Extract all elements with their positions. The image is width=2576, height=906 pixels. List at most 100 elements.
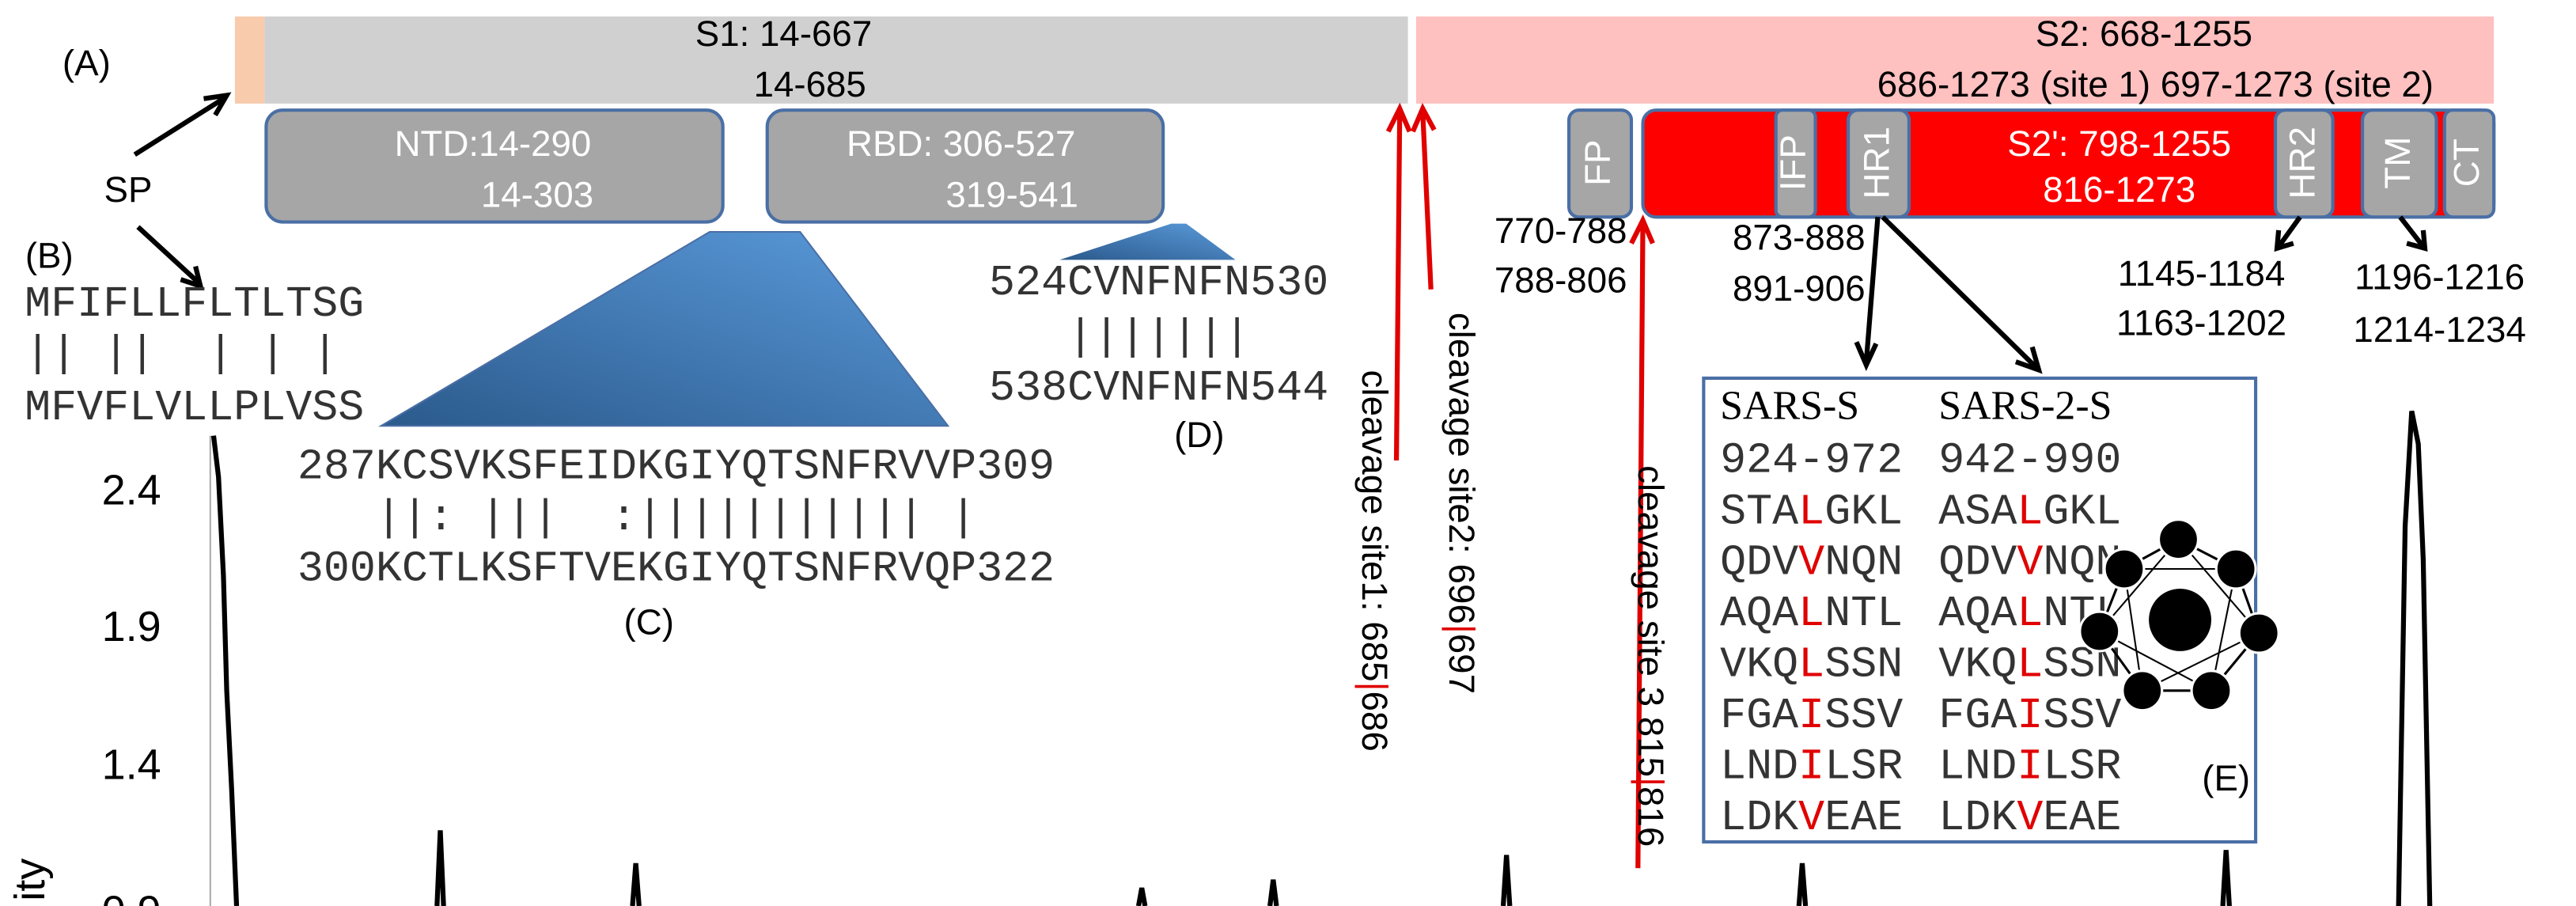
cleavage-label: cleavage site 3 815|816 xyxy=(1631,465,1671,847)
s2prime-alt: 816-1273 xyxy=(2043,169,2195,210)
text-part: a xyxy=(1354,454,1395,475)
text-part: v xyxy=(1441,379,1482,397)
text-part: s xyxy=(1354,525,1395,543)
text-part: A xyxy=(1851,792,1877,842)
text-part: L xyxy=(2095,487,2121,536)
profile-curve xyxy=(210,410,2433,906)
text-part: V xyxy=(1772,537,1798,587)
text-part: A xyxy=(2069,792,2095,842)
highlight: I xyxy=(2017,741,2043,791)
y-axis-label: ity xyxy=(6,859,54,901)
text-part: Q xyxy=(1772,639,1798,689)
fp-box xyxy=(1567,108,1634,219)
text-part: e xyxy=(1631,590,1671,610)
text-part: N xyxy=(1964,741,1991,791)
text-part: A xyxy=(1938,589,1964,639)
text-part: N xyxy=(2043,589,2069,639)
wheel-node xyxy=(2190,669,2233,712)
highlight: I xyxy=(2017,690,2043,740)
text-part: s xyxy=(1631,620,1671,639)
highlight: V xyxy=(2017,537,2043,587)
wheel-node xyxy=(2237,612,2280,654)
highlight: I xyxy=(1798,690,1824,740)
text-part: e xyxy=(1631,491,1671,511)
text-part: S xyxy=(2069,690,2095,740)
text-part: A xyxy=(1720,589,1746,639)
text-part: 6 xyxy=(1441,564,1482,584)
sequence: 538CVNFNFN544 xyxy=(989,363,1328,413)
sequence: MFVFLVLLPLVSS xyxy=(25,383,364,433)
text-part: N xyxy=(1746,741,1772,791)
curve-segment xyxy=(630,862,642,906)
tm-box xyxy=(2360,108,2438,219)
cleavage-label: cleavage site2: 696|697 xyxy=(1441,313,1482,694)
alignment: ||||||| xyxy=(989,313,1250,362)
text-part: E xyxy=(2095,792,2121,842)
highlight: | xyxy=(1441,624,1482,634)
text-part: e xyxy=(1441,339,1482,358)
text-part: i xyxy=(1441,485,1482,493)
text-part: Q xyxy=(1720,537,1746,587)
s1-alt: 14-685 xyxy=(754,64,866,104)
text-part: c xyxy=(1441,313,1482,331)
text-part: T xyxy=(1851,589,1877,639)
residue-range: 942-990 xyxy=(1938,435,2121,485)
wheel-node-label: c xyxy=(2116,552,2133,585)
text-part: a xyxy=(1441,397,1482,418)
text-part: V xyxy=(1877,690,1903,740)
heptad-sequence: FGAISSV xyxy=(1938,690,2121,740)
heptad-sequence: LNDILSR xyxy=(1720,741,1903,791)
curve-segment xyxy=(1267,879,1279,906)
text-part: N xyxy=(2043,537,2069,587)
wheel-node-label: a xyxy=(2251,616,2268,649)
highlight: L xyxy=(2017,589,2043,639)
text-part: L xyxy=(1877,487,1903,536)
text-part: 1 xyxy=(1631,737,1671,756)
text-part: e xyxy=(1441,503,1482,523)
wheel-node-label: g xyxy=(2169,522,2188,555)
curve-segment xyxy=(210,435,240,906)
text-part: V xyxy=(1991,537,2017,587)
heptad-rows: STALGKLASALGKLQDVVNQNQDVVNQNAQALNTLAQALN… xyxy=(1720,487,2121,843)
text-part: l xyxy=(1354,388,1395,396)
text-part: 6 xyxy=(1354,731,1395,751)
text-part: s xyxy=(1441,468,1482,486)
text-part: N xyxy=(1877,639,1903,689)
text-part: V xyxy=(1938,639,1964,689)
alignment: ||: ||| :||||||||||| | xyxy=(297,493,976,543)
text-part: l xyxy=(1631,483,1671,491)
range-label: 873-888 xyxy=(1733,217,1866,257)
text-part: Q xyxy=(1746,589,1772,639)
text-part: c xyxy=(1631,465,1671,483)
heptad-sequence: LDKVEAE xyxy=(1720,792,1903,842)
range-label: 788-806 xyxy=(1494,260,1627,300)
text-part: t xyxy=(1631,646,1671,657)
text-part: G xyxy=(2043,487,2069,536)
heptad-sequence: QDVVNQN xyxy=(1938,537,2121,587)
text-part: N xyxy=(1824,589,1851,639)
ntd-alt: 14-303 xyxy=(481,174,593,214)
helical-wheel: g c d f a b e xyxy=(2078,518,2280,712)
text-part: 6 xyxy=(1354,621,1395,641)
panel-label: (A) xyxy=(63,43,111,83)
highlight: | xyxy=(1354,682,1395,692)
text-part xyxy=(1441,554,1482,564)
panel-label: (E) xyxy=(2202,758,2250,798)
text-part: 7 xyxy=(1441,674,1482,694)
column-header: SARS-S xyxy=(1720,383,1859,428)
sequence: 287KCSVKSFEIDKGIYQTSNFRVVP309 xyxy=(297,442,1055,492)
sp-label: SP xyxy=(104,169,153,210)
wheel-nodes: g c d f a b e xyxy=(2078,518,2280,712)
text-part: 5 xyxy=(1354,661,1395,681)
highlight: L xyxy=(1798,639,1824,689)
highlight: L xyxy=(2017,639,2043,689)
text-part: T xyxy=(1746,487,1772,536)
wheel-node xyxy=(2157,518,2199,561)
text-part: S xyxy=(1851,639,1877,689)
sequence: MFIFLLFLTLTSG xyxy=(25,279,364,329)
arrow xyxy=(136,225,204,290)
rbd-box xyxy=(765,108,1165,224)
highlight: V xyxy=(2017,792,2043,842)
text-part xyxy=(1631,610,1671,620)
highlight: L xyxy=(1798,589,1824,639)
